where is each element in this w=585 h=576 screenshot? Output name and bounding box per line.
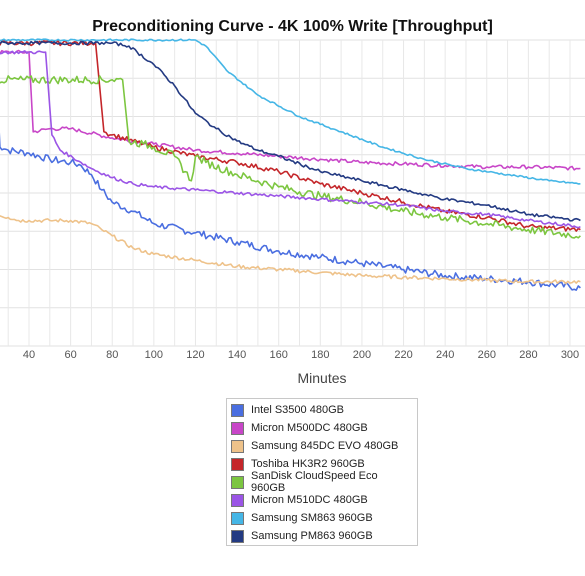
x-tick-label: 60: [64, 349, 76, 361]
legend-item[interactable]: Samsung SM863 960GB: [231, 509, 413, 527]
x-tick-label: 160: [270, 349, 288, 361]
x-tick-label: 120: [186, 349, 204, 361]
legend: Intel S3500 480GB Micron M500DC 480GB Sams…: [226, 398, 418, 546]
series-line: [0, 214, 581, 285]
legend-swatch: [231, 421, 244, 435]
chart-title: Preconditioning Curve - 4K 100% Write [T…: [92, 18, 493, 35]
legend-item[interactable]: Intel S3500 480GB: [231, 401, 413, 419]
legend-label: Samsung SM863 960GB: [251, 512, 373, 524]
series-line: [0, 38, 581, 185]
legend-label: Samsung 845DC EVO 480GB: [251, 440, 399, 452]
legend-swatch: [231, 439, 244, 453]
x-tick-label: 200: [353, 349, 371, 361]
grid: [0, 39, 585, 347]
x-tick-label: 100: [145, 349, 163, 361]
legend-label: Micron M510DC 480GB: [251, 494, 368, 506]
x-tick-label: 300: [561, 349, 579, 361]
legend-swatch: [231, 511, 244, 525]
x-tick-label: 260: [478, 349, 496, 361]
x-tick-label: 220: [394, 349, 412, 361]
legend-item[interactable]: SanDisk CloudSpeed Eco 960GB: [231, 470, 413, 494]
legend-item[interactable]: Samsung 845DC EVO 480GB: [231, 437, 413, 455]
series-line: [0, 49, 581, 171]
legend-swatch: [231, 403, 244, 417]
series-line: [0, 50, 581, 229]
legend-item[interactable]: Toshiba HK3R2 960GB: [231, 455, 413, 473]
x-tick-label: 80: [106, 349, 118, 361]
series-lines: [0, 38, 581, 291]
x-tick-label: 180: [311, 349, 329, 361]
series-line: [0, 75, 581, 239]
series-line: [0, 132, 581, 291]
legend-label: Toshiba HK3R2 960GB: [251, 458, 365, 470]
legend-label: Intel S3500 480GB: [251, 404, 344, 416]
legend-swatch: [231, 475, 244, 489]
legend-label: Samsung PM863 960GB: [251, 530, 373, 542]
legend-item[interactable]: Micron M500DC 480GB: [231, 419, 413, 437]
legend-item[interactable]: Micron M510DC 480GB: [231, 491, 413, 509]
x-tick-labels: 40 60 80 100 120 140 160 180 200 220 240 260 280 300: [23, 349, 579, 361]
legend-label: Micron M500DC 480GB: [251, 422, 368, 434]
x-tick-label: 140: [228, 349, 246, 361]
x-axis-title: Minutes: [297, 370, 346, 386]
series-line: [0, 39, 581, 232]
legend-swatch: [231, 529, 244, 543]
x-tick-label: 280: [519, 349, 537, 361]
series-line: [0, 40, 581, 222]
legend-swatch: [231, 493, 244, 507]
x-tick-label: 40: [23, 349, 35, 361]
legend-item[interactable]: Samsung PM863 960GB: [231, 527, 413, 545]
legend-label: SanDisk CloudSpeed Eco 960GB: [251, 470, 378, 494]
legend-swatch: [231, 457, 244, 471]
x-tick-label: 240: [436, 349, 454, 361]
